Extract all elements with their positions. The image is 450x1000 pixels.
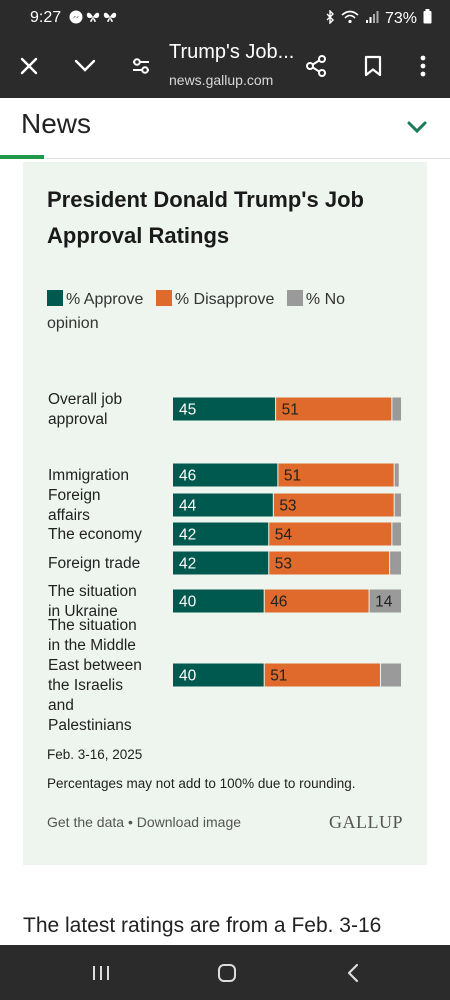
page-url[interactable]: news.gallup.com — [169, 72, 274, 88]
signal-icon — [365, 10, 379, 29]
legend-item-approve: % Approve — [47, 290, 144, 308]
value-label: 42 — [179, 527, 196, 544]
page-title[interactable]: Trump's Job... — [169, 41, 295, 63]
back-icon[interactable] — [340, 960, 366, 986]
bar-segment — [391, 397, 401, 421]
battery-percent: 73% — [384, 10, 417, 27]
value-label: 40 — [179, 594, 197, 611]
bar-segment — [389, 551, 401, 575]
bar-segment — [394, 493, 401, 517]
value-label: 46 — [270, 594, 287, 611]
value-label: 45 — [179, 402, 196, 419]
status-bar: 9:27 73% — [0, 0, 450, 36]
bar-segment — [264, 663, 381, 687]
notification-icons — [69, 10, 117, 24]
download-image-link[interactable]: Download image — [136, 814, 242, 830]
category-label: The economy — [48, 526, 142, 543]
bar-segment — [268, 551, 390, 575]
section-accent-bar — [0, 155, 44, 159]
browser-toolbar: Trump's Job... news.gallup.com — [0, 36, 450, 98]
bar-segment — [173, 463, 278, 487]
home-icon[interactable] — [214, 960, 240, 986]
bar-segment — [264, 589, 370, 613]
bar-segment — [275, 397, 392, 421]
category-label: The situation in Ukraine — [48, 583, 137, 620]
link-separator: • — [127, 814, 133, 830]
chevron-down-icon[interactable] — [69, 50, 101, 82]
legend-label: % Approve — [66, 291, 144, 308]
gallup-logo: GALLUP — [329, 812, 403, 832]
bar-segment — [173, 551, 269, 575]
get-data-link[interactable]: Get the data — [47, 814, 125, 830]
value-label: 14 — [375, 594, 393, 611]
more-icon[interactable] — [407, 50, 439, 82]
status-time: 9:27 — [30, 9, 62, 26]
stacked-bar-chart: Overall job approval 45 51 Immigration 46 51 Fo… — [48, 391, 401, 734]
section-header[interactable]: News — [0, 98, 450, 159]
value-label: 51 — [284, 468, 301, 485]
share-icon[interactable] — [300, 50, 332, 82]
value-label: 54 — [275, 527, 293, 544]
battery-icon — [423, 9, 432, 29]
bar-segment — [173, 522, 269, 546]
value-label: 44 — [179, 498, 197, 515]
value-label: 51 — [282, 402, 299, 419]
legend-swatch — [155, 290, 172, 306]
chart-note: Percentages may not add to 100% due to r… — [47, 776, 356, 791]
legend-item-disapprove: % Disapprove — [155, 290, 275, 308]
legend-swatch — [47, 290, 63, 306]
system-nav-bar — [0, 945, 450, 1000]
chevron-down-icon[interactable] — [404, 118, 430, 138]
chart-date: Feb. 3-16, 2025 — [47, 747, 143, 762]
value-label: 51 — [270, 668, 287, 685]
bar-segment — [369, 589, 401, 613]
value-label: 53 — [275, 556, 292, 573]
system-icons: 73% — [325, 8, 432, 29]
value-label: 46 — [179, 468, 196, 485]
legend-item-no-opinion: % No opinion — [47, 290, 346, 332]
category-label: Foreign trade — [48, 555, 140, 572]
butterfly-icon — [86, 10, 100, 24]
bookmark-icon[interactable] — [357, 50, 389, 82]
bar-segment — [391, 522, 401, 546]
bar-segment — [173, 663, 265, 687]
chart-card: President Donald Trump's Job Approval Ra… — [23, 162, 427, 865]
legend-label: % No opinion — [47, 291, 346, 332]
legend-label: % Disapprove — [174, 291, 275, 308]
article-text: The latest ratings are from a Feb. 3-16 — [23, 914, 382, 937]
bar-segment — [173, 589, 265, 613]
chart-legend: % Approve % Disapprove % No opinion — [47, 288, 407, 336]
bar-segment — [380, 663, 401, 687]
chart-links: Get the data • Download image — [47, 814, 241, 830]
legend-swatch — [286, 290, 303, 306]
chart-title: President Donald Trump's Job Approval Ra… — [47, 187, 364, 248]
value-label: 40 — [179, 668, 197, 685]
butterfly-icon — [103, 10, 117, 24]
value-label: 42 — [179, 556, 196, 573]
category-label: The situation in the Middle East between th… — [48, 617, 142, 734]
section-label: News — [21, 108, 92, 139]
bluetooth-icon — [325, 8, 335, 29]
close-icon[interactable] — [13, 50, 45, 82]
bar-segment — [394, 463, 399, 487]
bar-segment — [268, 522, 392, 546]
recent-apps-icon[interactable] — [88, 960, 114, 986]
site-settings-icon[interactable] — [125, 50, 157, 82]
category-label: Overall job approval — [48, 391, 122, 428]
category-label: Foreign affairs — [48, 487, 101, 524]
wifi-icon — [341, 10, 359, 29]
messenger-icon — [69, 10, 83, 24]
bar-segment — [273, 493, 395, 517]
bar-segment — [173, 493, 274, 517]
bar-segment — [173, 397, 276, 421]
value-label: 53 — [279, 498, 296, 515]
bar-segment — [277, 463, 395, 487]
category-label: Immigration — [48, 467, 129, 484]
